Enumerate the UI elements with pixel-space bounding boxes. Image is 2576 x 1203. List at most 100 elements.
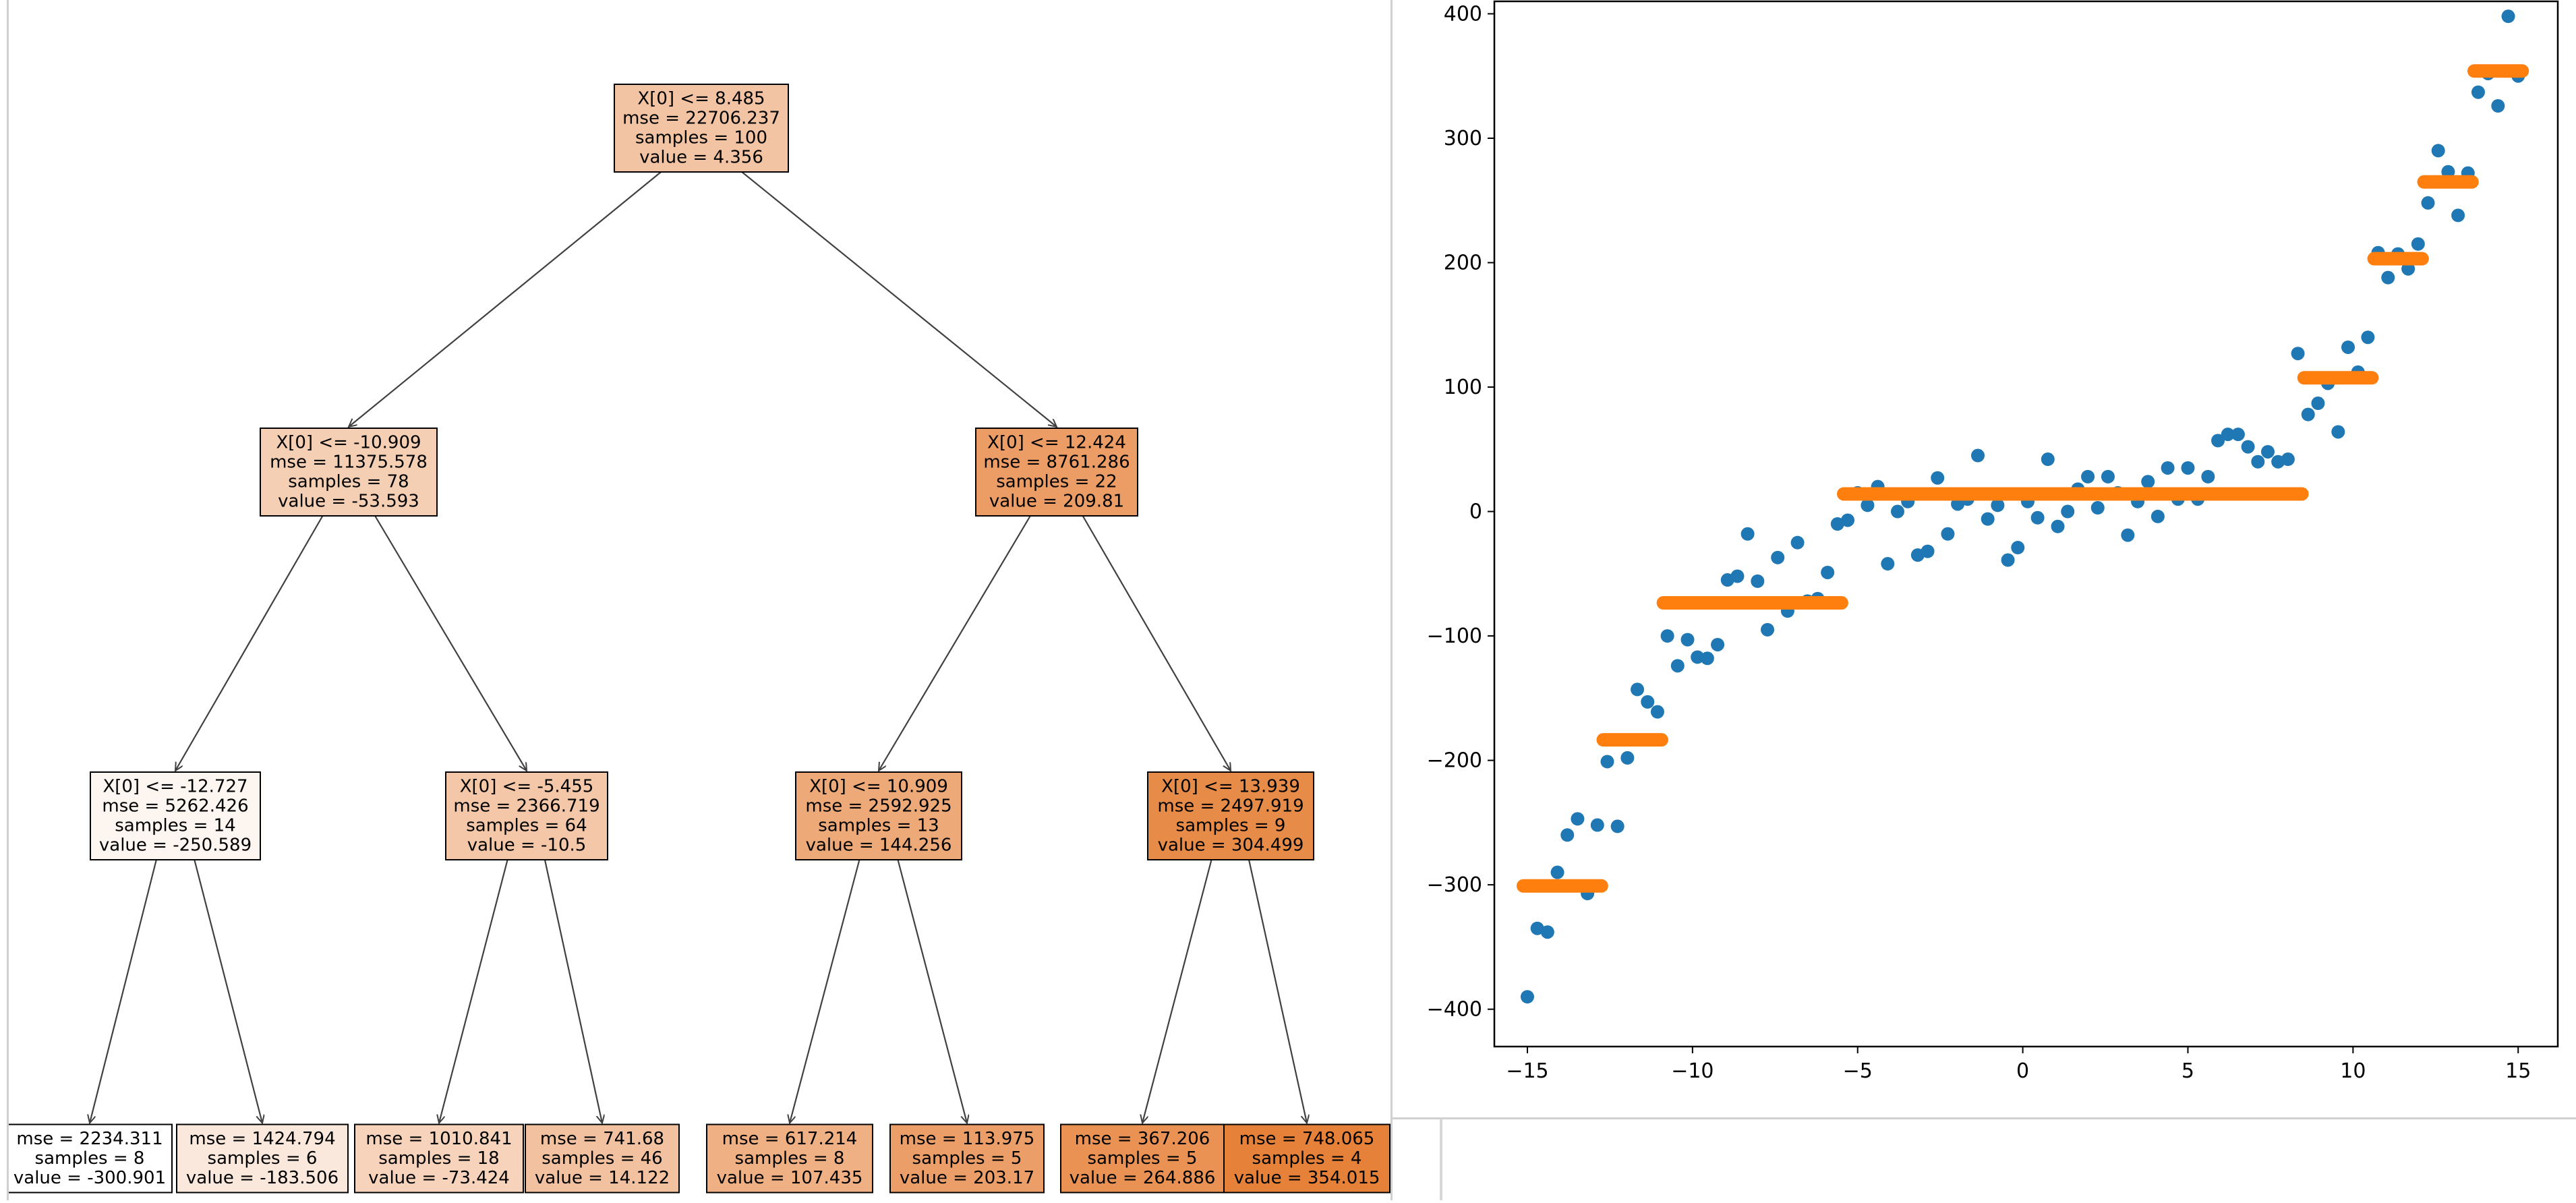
data-point xyxy=(1540,925,1554,939)
node-label-line: mse = 1424.794 xyxy=(189,1129,335,1149)
node-label-line: value = -250.589 xyxy=(99,835,252,856)
data-point xyxy=(2001,553,2015,567)
node-label-line: samples = 9 xyxy=(1176,816,1286,836)
data-point xyxy=(1941,527,1955,541)
node-label-line: value = -300.901 xyxy=(13,1168,166,1188)
x-tick-label: 5 xyxy=(2182,1059,2194,1083)
node-label-line: samples = 64 xyxy=(466,816,587,836)
node-label-line: samples = 13 xyxy=(818,816,939,836)
node-label-line: value = 144.256 xyxy=(806,835,952,856)
node-label-line: mse = 617.214 xyxy=(722,1129,858,1149)
x-tick-label: 0 xyxy=(2016,1059,2029,1083)
tree-edge xyxy=(175,515,324,771)
data-point xyxy=(2431,144,2445,158)
tree-edge xyxy=(741,171,1057,427)
data-point xyxy=(2251,454,2265,469)
node-label-line: value = -10.5 xyxy=(467,835,587,856)
data-point xyxy=(2301,407,2315,421)
y-tick-label: 400 xyxy=(1444,2,1482,26)
node-label-line: value = -73.424 xyxy=(368,1168,510,1188)
data-point xyxy=(1711,637,1725,651)
y-tick-label: 0 xyxy=(1469,500,1482,524)
data-point xyxy=(1881,557,1895,571)
node-label-line: value = 203.17 xyxy=(900,1168,1034,1188)
data-point xyxy=(1991,498,2005,512)
node-label-line: samples = 8 xyxy=(735,1148,845,1169)
data-point xyxy=(2011,541,2025,555)
data-point xyxy=(1700,651,1714,666)
data-point xyxy=(2181,461,2195,475)
plot-panel: −15 −10 −5 0 5 10 15 −400 −300 −200 −100 0 100 200 300… xyxy=(1391,0,2576,1119)
tree-edge xyxy=(790,859,860,1123)
data-point xyxy=(2341,340,2355,354)
data-point xyxy=(2331,425,2345,439)
data-point xyxy=(1691,650,1705,664)
data-point xyxy=(1921,544,1935,558)
node-label-line: mse = 748.065 xyxy=(1239,1129,1375,1149)
node-box xyxy=(260,428,438,517)
data-point xyxy=(2150,509,2165,523)
node-label-line: samples = 78 xyxy=(288,472,409,492)
x-tick-label: −15 xyxy=(1506,1059,1548,1083)
node-box xyxy=(795,771,962,860)
node-label-line: value = 14.122 xyxy=(535,1168,670,1188)
node-box xyxy=(90,771,261,860)
data-point xyxy=(2061,504,2075,519)
node-label-line: X[0] <= 12.424 xyxy=(987,433,1126,453)
node-label-line: value = -183.506 xyxy=(186,1168,339,1188)
x-tick-label: −5 xyxy=(1843,1059,1873,1083)
node-label-line: X[0] <= -5.455 xyxy=(460,777,594,797)
data-point xyxy=(2101,469,2115,483)
data-point xyxy=(1571,812,1585,826)
data-point xyxy=(2311,397,2325,411)
node-label-line: value = 354.015 xyxy=(1234,1168,1380,1188)
node-label-line: mse = 2592.925 xyxy=(805,796,952,817)
data-point xyxy=(1740,527,1755,541)
data-point xyxy=(1830,517,1844,531)
data-point xyxy=(2260,444,2275,459)
node-box xyxy=(445,771,608,860)
x-tick-label: −10 xyxy=(1671,1059,1714,1083)
node-label-line: value = 304.499 xyxy=(1158,835,1304,856)
data-point xyxy=(2121,528,2135,542)
node-label-line: mse = 2497.919 xyxy=(1157,796,1304,817)
data-point xyxy=(2451,208,2465,223)
node-label-line: samples = 18 xyxy=(378,1148,499,1169)
tree-edge xyxy=(194,859,262,1123)
node-label-line: mse = 2366.719 xyxy=(453,796,599,817)
node-label-line: value = 209.81 xyxy=(989,492,1124,512)
tree-edge xyxy=(544,859,602,1123)
node-label-line: samples = 6 xyxy=(208,1148,318,1169)
node-label-line: samples = 100 xyxy=(635,128,767,148)
data-point xyxy=(1670,659,1685,673)
node-label-line: samples = 4 xyxy=(1252,1148,1362,1169)
data-point xyxy=(1970,448,1985,463)
data-point xyxy=(2041,452,2055,467)
data-point xyxy=(2211,434,2225,448)
data-point xyxy=(1590,818,1604,832)
data-point xyxy=(1821,565,1835,579)
node-box xyxy=(1147,771,1314,860)
data-point xyxy=(2030,510,2045,525)
node-label-line: mse = 1010.841 xyxy=(365,1129,512,1149)
node-box xyxy=(889,1123,1045,1194)
data-point xyxy=(1761,622,1775,637)
data-point xyxy=(1841,513,1855,527)
y-tick-label: 300 xyxy=(1444,127,1482,150)
data-point xyxy=(2281,452,2295,467)
node-box xyxy=(354,1123,524,1194)
data-point xyxy=(1931,471,1945,485)
data-point xyxy=(2161,461,2175,475)
data-point xyxy=(2201,469,2215,483)
data-point xyxy=(2401,262,2416,276)
data-point xyxy=(1641,695,1655,709)
